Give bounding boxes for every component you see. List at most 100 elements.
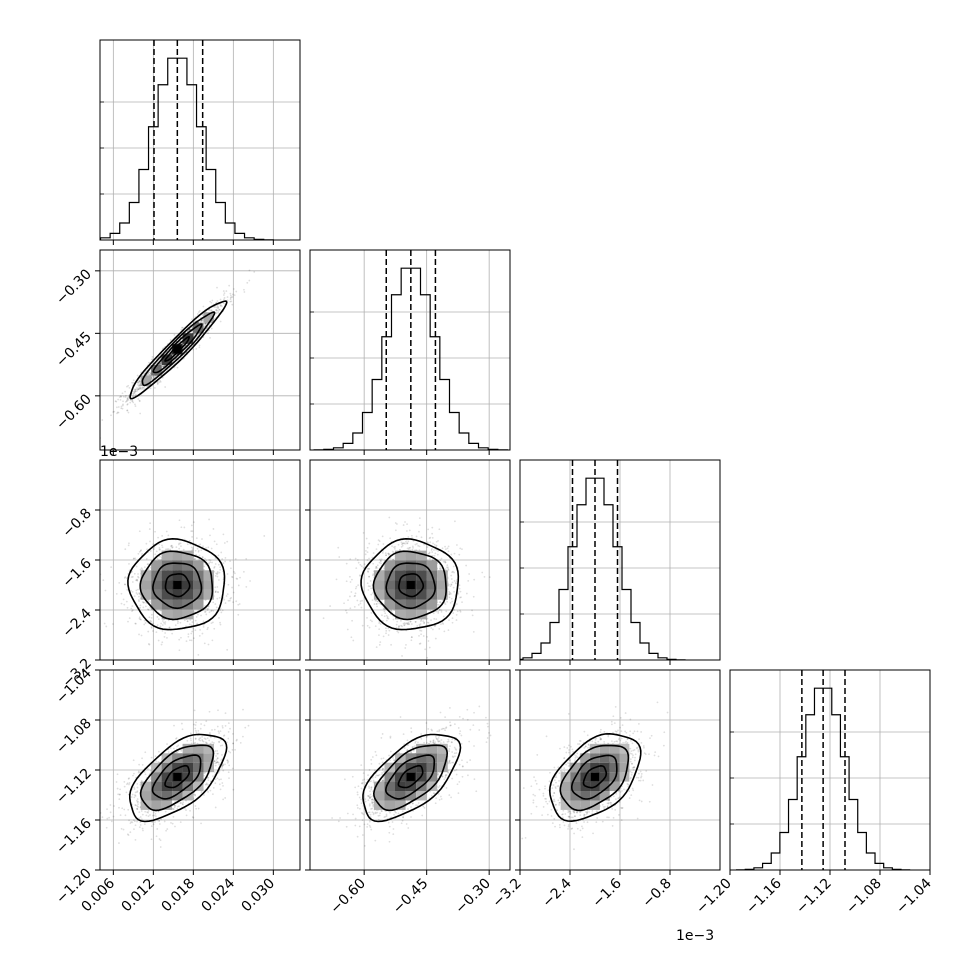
sample-point	[429, 541, 432, 544]
sample-point	[136, 805, 139, 807]
sample-point	[387, 617, 390, 620]
sample-point	[126, 398, 129, 401]
sample-point	[378, 643, 381, 646]
sample-point	[104, 589, 107, 592]
sample-point	[166, 548, 169, 551]
sample-point	[163, 636, 166, 638]
sample-point	[222, 562, 225, 565]
density-cell	[161, 354, 173, 365]
density-cell	[140, 589, 152, 600]
y-tick-label-2-2: −1.6	[59, 555, 94, 590]
sample-point	[217, 306, 220, 309]
density-cell	[405, 560, 417, 571]
sample-point	[229, 727, 231, 730]
sample-point	[428, 551, 431, 554]
sample-point	[360, 606, 363, 609]
sample-point	[429, 557, 431, 560]
sample-point	[141, 568, 144, 571]
sample-point	[208, 611, 211, 614]
density-cell	[193, 560, 204, 571]
sample-point	[245, 557, 248, 560]
sample-point	[446, 600, 449, 603]
sample-point	[461, 548, 463, 551]
sample-point	[141, 601, 144, 603]
density-cell	[161, 570, 173, 581]
sample-point	[135, 589, 138, 592]
sample-point	[227, 737, 230, 740]
sample-point	[214, 590, 217, 593]
sample-point	[447, 550, 450, 553]
sample-point	[139, 412, 142, 415]
sample-point	[367, 585, 370, 588]
sample-point	[138, 817, 141, 820]
sample-point	[161, 624, 164, 626]
sample-point	[215, 606, 218, 609]
sample-point	[179, 802, 182, 805]
sample-point	[455, 582, 458, 585]
sample-point	[349, 595, 351, 598]
sample-point	[138, 380, 141, 383]
sample-point	[243, 291, 246, 293]
sample-point	[368, 542, 371, 545]
sample-point	[122, 828, 125, 831]
sample-point	[210, 609, 213, 612]
sample-point	[114, 400, 117, 403]
sample-point	[119, 398, 122, 401]
sample-point	[406, 547, 409, 550]
sample-point	[249, 580, 252, 582]
sample-point	[368, 567, 371, 570]
density-cell	[182, 550, 194, 561]
sample-point	[420, 536, 423, 539]
sample-point	[435, 618, 438, 621]
sample-point	[404, 622, 407, 625]
sample-point	[136, 381, 139, 384]
sample-point	[146, 548, 148, 551]
sample-point	[172, 747, 175, 750]
sample-point	[389, 537, 392, 540]
sample-point	[192, 334, 195, 337]
density-3-0	[100, 708, 250, 848]
sample-point	[443, 630, 446, 633]
sample-point	[452, 612, 455, 614]
sample-point	[152, 622, 154, 625]
sample-point	[127, 778, 130, 780]
sample-point	[446, 564, 449, 567]
sample-point	[181, 326, 183, 329]
sample-point	[181, 802, 184, 805]
sample-point	[232, 591, 235, 594]
density-cell	[151, 589, 162, 600]
sample-point	[216, 572, 219, 575]
sample-point	[223, 598, 226, 601]
sample-point	[150, 756, 153, 759]
sample-point	[180, 636, 182, 639]
sample-point	[190, 530, 193, 533]
sample-point	[418, 625, 421, 628]
sample-point	[139, 568, 142, 571]
sample-point	[126, 409, 129, 412]
sample-point	[137, 552, 140, 555]
sample-point	[151, 378, 154, 380]
density-1-0	[100, 269, 256, 439]
sample-point	[447, 583, 450, 586]
sample-point	[191, 326, 194, 329]
sample-point	[380, 562, 382, 565]
density-cell	[161, 550, 173, 561]
sample-point	[403, 624, 406, 627]
sample-point	[217, 563, 220, 566]
sample-point	[141, 552, 144, 555]
sample-point	[178, 542, 181, 545]
density-cell	[373, 589, 385, 600]
sample-point	[137, 770, 140, 773]
sample-point	[420, 620, 422, 622]
sample-point	[152, 823, 155, 826]
sample-point	[233, 570, 235, 573]
sample-point	[381, 535, 384, 538]
sample-point	[366, 551, 369, 553]
sample-point	[228, 599, 231, 602]
sample-point	[152, 543, 155, 546]
sample-point	[338, 556, 341, 558]
sample-point	[131, 381, 134, 384]
sample-point	[200, 549, 203, 552]
